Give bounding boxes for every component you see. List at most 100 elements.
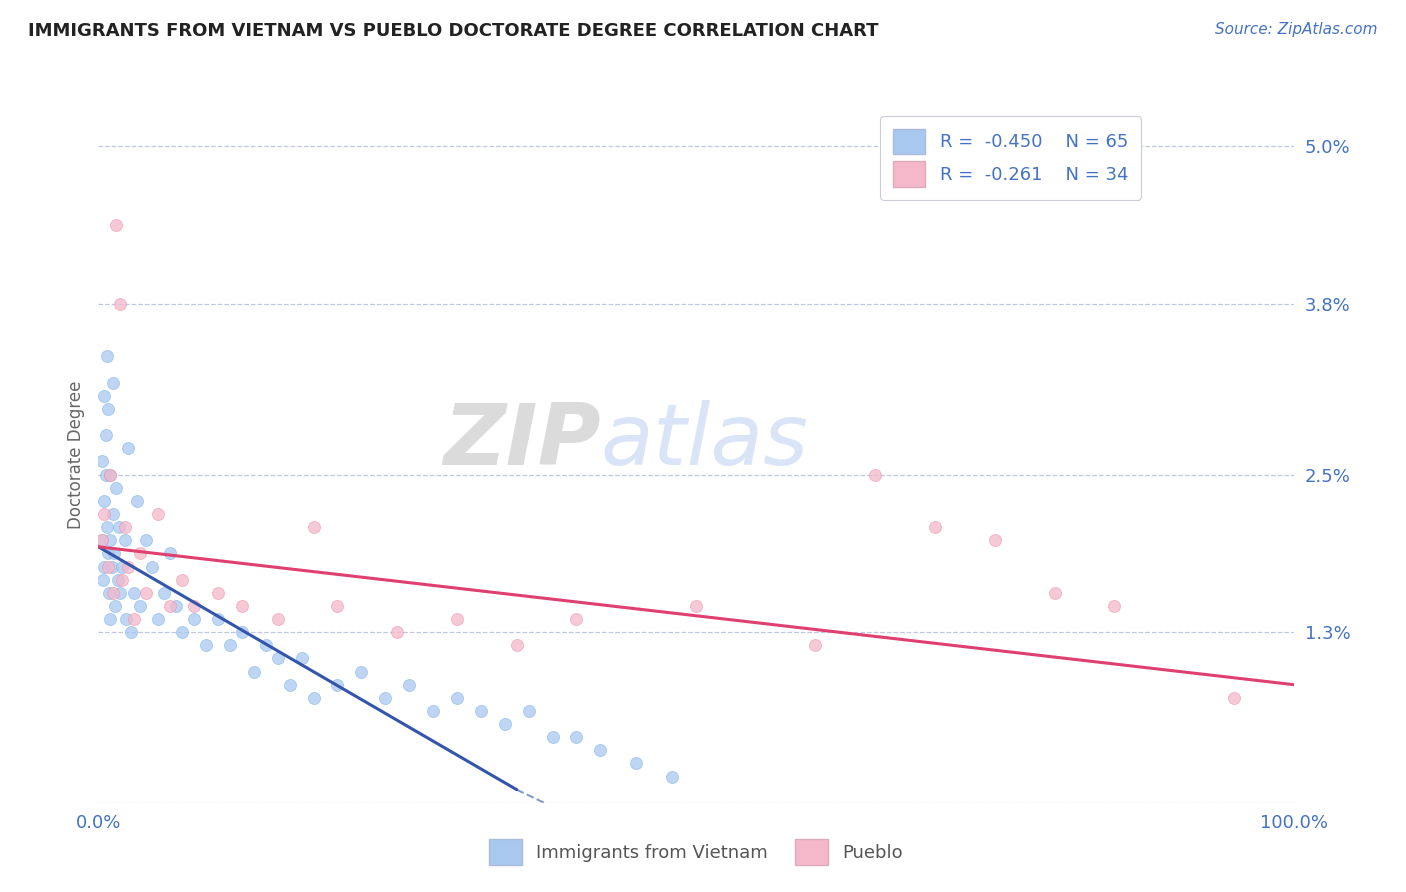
Point	[804, 638, 827, 652]
Point	[194, 638, 217, 652]
Point	[1102, 599, 1125, 613]
Point	[589, 743, 612, 757]
Point	[129, 546, 152, 560]
Point	[153, 586, 176, 600]
Point	[97, 559, 120, 574]
Point	[93, 507, 115, 521]
Point	[290, 651, 312, 665]
Point	[111, 573, 134, 587]
Point	[302, 520, 325, 534]
Point	[254, 638, 277, 652]
Point	[97, 401, 120, 416]
Point	[506, 638, 529, 652]
Point	[565, 730, 588, 744]
Text: Source: ZipAtlas.com: Source: ZipAtlas.com	[1215, 22, 1378, 37]
Point	[124, 586, 146, 600]
Point	[93, 494, 115, 508]
Point	[207, 586, 229, 600]
Legend: R =  -0.450    N = 65, R =  -0.261    N = 34: R = -0.450 N = 65, R = -0.261 N = 34	[880, 116, 1142, 200]
Point	[326, 599, 349, 613]
Point	[661, 770, 683, 784]
Point	[517, 704, 540, 718]
Point	[159, 546, 181, 560]
Point	[111, 559, 134, 574]
Point	[135, 586, 157, 600]
Point	[385, 625, 409, 640]
Point	[1222, 690, 1246, 705]
Point	[94, 428, 117, 442]
Point	[114, 533, 136, 548]
Point	[446, 612, 468, 626]
Point	[96, 350, 118, 364]
Point	[91, 533, 114, 548]
Point	[302, 690, 325, 705]
Point	[98, 612, 122, 626]
Point	[183, 599, 205, 613]
Point	[135, 533, 157, 548]
Point	[231, 625, 253, 640]
Point	[1043, 586, 1066, 600]
Point	[541, 730, 564, 744]
Point	[98, 533, 122, 548]
Point	[94, 467, 117, 482]
Point	[108, 586, 131, 600]
Point	[101, 507, 124, 521]
Point	[98, 467, 122, 482]
Point	[172, 625, 194, 640]
Point	[107, 573, 129, 587]
Point	[398, 678, 420, 692]
Point	[565, 612, 588, 626]
Point	[115, 612, 138, 626]
Point	[98, 586, 121, 600]
Point	[124, 612, 146, 626]
Point	[96, 520, 118, 534]
Text: IMMIGRANTS FROM VIETNAM VS PUEBLO DOCTORATE DEGREE CORRELATION CHART: IMMIGRANTS FROM VIETNAM VS PUEBLO DOCTOR…	[28, 22, 879, 40]
Point	[278, 678, 301, 692]
Point	[148, 612, 170, 626]
Point	[93, 389, 115, 403]
Point	[101, 586, 124, 600]
Point	[103, 546, 125, 560]
Point	[91, 533, 114, 548]
Point	[326, 678, 349, 692]
Point	[863, 467, 886, 482]
Point	[105, 481, 128, 495]
Point	[183, 612, 205, 626]
Point	[207, 612, 229, 626]
Point	[98, 467, 122, 482]
Text: atlas: atlas	[600, 400, 808, 483]
Point	[242, 665, 264, 679]
Point	[494, 717, 516, 731]
Point	[101, 376, 124, 390]
Point	[685, 599, 707, 613]
Point	[105, 218, 128, 232]
Point	[470, 704, 492, 718]
Point	[100, 559, 122, 574]
Point	[97, 546, 120, 560]
Point	[114, 520, 136, 534]
Point	[165, 599, 187, 613]
Y-axis label: Doctorate Degree: Doctorate Degree	[66, 381, 84, 529]
Point	[117, 559, 139, 574]
Point	[91, 573, 114, 587]
Point	[141, 559, 163, 574]
Point	[129, 599, 152, 613]
Point	[422, 704, 444, 718]
Point	[446, 690, 468, 705]
Point	[924, 520, 946, 534]
Point	[172, 573, 194, 587]
Point	[219, 638, 242, 652]
Text: ZIP: ZIP	[443, 400, 600, 483]
Point	[93, 559, 115, 574]
Point	[91, 454, 114, 468]
Point	[107, 520, 129, 534]
Point	[159, 599, 181, 613]
Point	[108, 297, 131, 311]
Point	[350, 665, 373, 679]
Point	[148, 507, 170, 521]
Point	[125, 494, 148, 508]
Point	[374, 690, 396, 705]
Point	[983, 533, 1005, 548]
Point	[120, 625, 142, 640]
Point	[624, 756, 647, 771]
